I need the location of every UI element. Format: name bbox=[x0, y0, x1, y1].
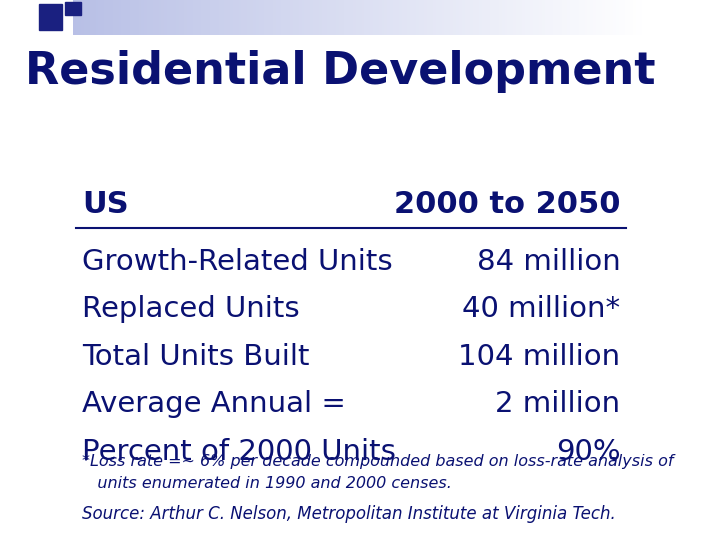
Bar bbox=[40, 4, 63, 30]
Text: 2000 to 2050: 2000 to 2050 bbox=[394, 190, 621, 219]
Text: Percent of 2000 Units: Percent of 2000 Units bbox=[82, 438, 396, 466]
Text: Total Units Built: Total Units Built bbox=[82, 343, 310, 371]
Text: 40 million*: 40 million* bbox=[462, 295, 621, 323]
Text: *Loss rate =~ 6% per decade compounded based on loss-rate analysis of: *Loss rate =~ 6% per decade compounded b… bbox=[82, 454, 673, 469]
Text: US: US bbox=[82, 190, 128, 219]
Bar bbox=[66, 2, 81, 15]
Text: 104 million: 104 million bbox=[458, 343, 621, 371]
Text: 90%: 90% bbox=[556, 438, 621, 466]
Text: Source: Arthur C. Nelson, Metropolitan Institute at Virginia Tech.: Source: Arthur C. Nelson, Metropolitan I… bbox=[82, 505, 616, 523]
Text: 2 million: 2 million bbox=[495, 390, 621, 418]
Text: Average Annual =: Average Annual = bbox=[82, 390, 346, 418]
Text: units enumerated in 1990 and 2000 censes.: units enumerated in 1990 and 2000 censes… bbox=[82, 476, 451, 491]
Text: Growth-Related Units: Growth-Related Units bbox=[82, 248, 392, 276]
Text: Replaced Units: Replaced Units bbox=[82, 295, 300, 323]
Text: Residential Development: Residential Development bbox=[25, 50, 656, 93]
Text: 84 million: 84 million bbox=[477, 248, 621, 276]
